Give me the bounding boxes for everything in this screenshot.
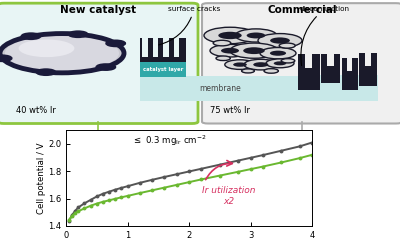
Text: $\leq$ 0.3 mg$_{\mathregular{Ir}}$ cm$^{-2}$: $\leq$ 0.3 mg$_{\mathregular{Ir}}$ cm$^{… [132, 133, 207, 147]
Bar [347, 58, 352, 71]
Bar [342, 58, 358, 90]
Circle shape [233, 62, 247, 67]
Circle shape [0, 55, 12, 61]
Circle shape [281, 59, 295, 63]
Circle shape [96, 64, 116, 70]
Bar [305, 54, 312, 68]
Circle shape [213, 40, 231, 46]
Circle shape [218, 32, 242, 39]
Circle shape [279, 43, 295, 48]
Bar [140, 38, 186, 77]
Circle shape [18, 39, 74, 57]
Circle shape [225, 60, 255, 69]
Text: catalyst layer: catalyst layer [143, 67, 183, 72]
Text: 40 wt% Ir: 40 wt% Ir [16, 106, 56, 115]
Circle shape [253, 62, 268, 67]
Circle shape [242, 69, 254, 73]
FancyBboxPatch shape [0, 3, 198, 124]
Text: disconnection: disconnection [300, 6, 350, 66]
Text: New catalyst: New catalyst [60, 5, 136, 15]
Circle shape [36, 69, 56, 75]
Text: Commercial: Commercial [267, 5, 337, 15]
Circle shape [270, 37, 290, 44]
Circle shape [221, 48, 239, 54]
Circle shape [0, 33, 124, 73]
Circle shape [264, 69, 278, 73]
Bar [140, 76, 301, 101]
Circle shape [68, 31, 88, 37]
Circle shape [266, 59, 294, 68]
Bar [365, 53, 371, 66]
Bar [298, 75, 378, 101]
FancyBboxPatch shape [202, 3, 400, 124]
Circle shape [247, 33, 265, 38]
Bar [174, 38, 179, 57]
Circle shape [274, 61, 286, 65]
Bar [327, 54, 334, 66]
Circle shape [235, 29, 277, 42]
Text: 75 wt% Ir: 75 wt% Ir [210, 106, 250, 115]
Circle shape [216, 56, 230, 60]
Circle shape [210, 44, 250, 57]
Y-axis label: Cell potential / V: Cell potential / V [38, 142, 46, 214]
Circle shape [106, 40, 125, 46]
Text: membrane: membrane [200, 84, 241, 93]
Circle shape [22, 33, 41, 39]
Circle shape [258, 33, 302, 48]
Circle shape [243, 47, 265, 54]
Bar [140, 62, 186, 77]
Circle shape [244, 59, 278, 70]
Circle shape [204, 27, 256, 44]
Bar [153, 38, 158, 57]
Text: surface cracks: surface cracks [159, 6, 220, 45]
Bar [359, 53, 377, 86]
Circle shape [260, 48, 296, 59]
Text: Ir utilization
x2: Ir utilization x2 [202, 186, 256, 206]
Bar [321, 54, 340, 83]
Circle shape [270, 51, 286, 56]
Bar [163, 38, 169, 57]
Circle shape [5, 35, 119, 71]
Circle shape [230, 43, 278, 58]
Bar [142, 38, 148, 57]
Bar [298, 54, 320, 90]
